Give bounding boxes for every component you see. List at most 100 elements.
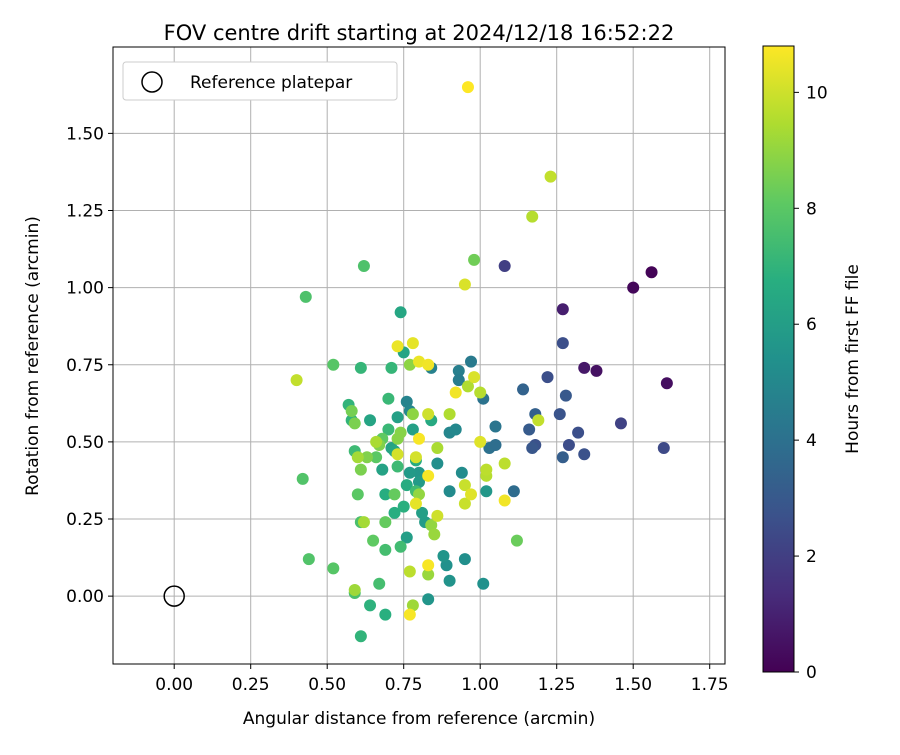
scatter-point — [440, 559, 453, 572]
scatter-point — [413, 355, 425, 368]
scatter-point — [290, 374, 303, 387]
scatter-point — [400, 395, 413, 408]
scatter-point — [357, 260, 370, 273]
scatter-point — [556, 337, 569, 350]
scatter-point — [413, 488, 425, 501]
scatter-point — [437, 550, 450, 563]
scatter-point — [354, 630, 367, 643]
legend-label: Reference platepar — [190, 73, 352, 93]
scatter-point — [403, 466, 416, 479]
scatter-point — [348, 417, 361, 430]
scatter-point — [526, 210, 539, 223]
scatter-point — [449, 386, 462, 399]
scatter-point — [465, 488, 478, 501]
scatter-point — [364, 599, 377, 612]
scatter-point — [461, 81, 474, 94]
scatter-point — [394, 306, 407, 319]
scatter-point — [507, 485, 520, 498]
scatter-point — [413, 475, 425, 488]
scatter-point — [425, 519, 438, 532]
scatter-point — [296, 472, 309, 485]
scatter-point — [351, 488, 364, 501]
scatter-point — [458, 278, 471, 291]
legend: Reference platepar — [122, 61, 398, 101]
scatter-point — [660, 377, 673, 390]
colorbar-label: Hours from first FF file — [843, 264, 863, 454]
scatter-point — [578, 448, 591, 461]
y-axis-label: Rotation from reference (arcmin) — [23, 216, 43, 496]
x-tick-label: 0.50 — [308, 675, 346, 695]
reference-platepar-marker — [163, 585, 185, 607]
colorbar-tick-label: 2 — [806, 547, 817, 567]
scatter-point — [422, 559, 435, 572]
legend-marker — [141, 71, 163, 93]
scatter-point — [498, 457, 511, 470]
scatter-point — [449, 423, 462, 436]
scatter-point — [431, 457, 444, 470]
y-tick-label: 0.50 — [66, 433, 104, 453]
colorbar: 0 2 4 6 8 10 Hours from first FF file — [762, 45, 863, 683]
scatter-point — [413, 466, 425, 479]
scatter-point — [657, 442, 670, 455]
scatter-point — [474, 386, 487, 399]
scatter-point — [523, 423, 536, 436]
scatter-point — [431, 509, 444, 522]
scatter-point — [422, 469, 435, 482]
scatter-point — [394, 540, 407, 553]
scatter-point — [302, 553, 315, 566]
scatter-point — [468, 371, 481, 384]
scatter-point — [498, 260, 511, 273]
scatter-point — [416, 506, 429, 519]
scatter-point — [422, 568, 435, 581]
scatter-point — [443, 485, 456, 498]
y-tick-label: 0.00 — [66, 587, 104, 607]
scatter-point — [406, 408, 419, 421]
scatter-point — [385, 361, 398, 374]
scatter-point — [403, 565, 416, 578]
scatter-point — [345, 405, 358, 418]
colorbar-tick-label: 8 — [806, 199, 817, 219]
x-tick-label: 1.50 — [614, 675, 652, 695]
scatter-point — [590, 364, 603, 377]
scatter-point — [431, 442, 444, 455]
scatter-point — [367, 534, 380, 547]
scatter-point — [458, 497, 471, 510]
scatter-point — [553, 408, 566, 421]
scatter-point — [370, 451, 383, 464]
scatter-point — [379, 608, 392, 621]
scatter-point — [458, 479, 471, 492]
scatter-point — [391, 460, 404, 473]
scatter-point — [645, 266, 658, 279]
scatter-point — [556, 451, 569, 464]
scatter-point — [413, 432, 425, 445]
scatter-point — [379, 488, 392, 501]
x-tick-label: 1.00 — [461, 675, 499, 695]
scatter-point — [480, 463, 493, 476]
scatter-point — [458, 553, 471, 566]
x-tick-label: 1.75 — [691, 675, 729, 695]
x-tick-label: 0.75 — [385, 675, 423, 695]
scatter-point — [559, 389, 572, 402]
y-tick-label: 1.00 — [66, 279, 104, 299]
scatter-point — [364, 414, 377, 427]
scatter-point — [556, 303, 569, 316]
scatter-point — [391, 340, 404, 353]
scatter-point — [477, 577, 490, 590]
scatter-point — [422, 408, 435, 421]
scatter-point — [354, 361, 367, 374]
scatter-point — [394, 426, 407, 439]
scatter-point — [327, 358, 340, 371]
scatter-points — [290, 81, 673, 643]
scatter-point — [443, 574, 456, 587]
scatter-point — [532, 414, 545, 427]
scatter-point — [572, 426, 585, 439]
scatter-point — [544, 170, 557, 183]
scatter-point — [376, 463, 389, 476]
scatter-point — [391, 448, 404, 461]
x-tick-label: 1.25 — [538, 675, 576, 695]
scatter-point — [455, 466, 468, 479]
legend-box — [122, 61, 398, 101]
colorbar-gradient — [762, 45, 795, 673]
scatter-point — [373, 577, 386, 590]
